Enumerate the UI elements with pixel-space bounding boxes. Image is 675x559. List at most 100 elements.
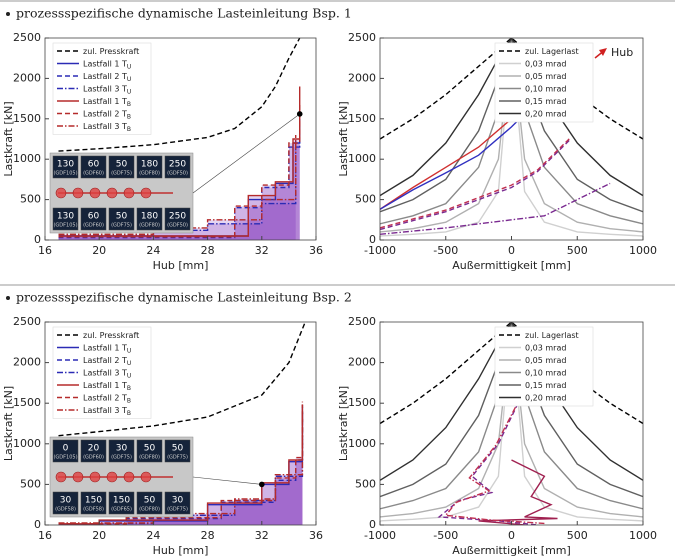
legend-name: 0,05 mrad xyxy=(525,356,566,365)
y-tick-label: 500 xyxy=(355,193,376,206)
inset-cell xyxy=(164,439,191,463)
series-line xyxy=(380,38,643,140)
marker xyxy=(259,481,265,488)
series-line xyxy=(380,322,643,498)
x-tick-label: 500 xyxy=(567,529,588,542)
legend-sub: B xyxy=(127,126,131,133)
legend-name: Lastfall 2 T xyxy=(83,393,127,402)
legend-label: 0,20 mrad xyxy=(525,109,566,118)
x-tick-label: 0 xyxy=(508,244,515,257)
inset-label: (GDF105) xyxy=(53,455,77,461)
inset-value: 20 xyxy=(88,444,100,454)
area xyxy=(58,134,296,240)
inset-value: 50 xyxy=(116,160,128,170)
inset-marker xyxy=(72,187,84,199)
y-axis-label: Lastkraft [kN] xyxy=(337,386,350,461)
y-tick-label: 1500 xyxy=(13,112,41,125)
y-tick-label: 1000 xyxy=(348,152,376,165)
y-tick-label: 0 xyxy=(369,233,376,246)
inset-value: 30 xyxy=(172,496,184,506)
inset-value: 130 xyxy=(57,160,74,170)
legend-label: Lastfall 2 TU xyxy=(83,72,131,84)
legend-name: Lastfall 3 T xyxy=(83,122,127,131)
y-axis-label: Lastkraft [kN] xyxy=(337,101,350,176)
legend-label: zul. Lagerlast xyxy=(525,331,579,340)
inset-cell xyxy=(52,155,79,179)
x-tick-label: 28 xyxy=(201,529,215,542)
inset-value: 30 xyxy=(116,444,128,454)
legend-name: 0,03 mrad xyxy=(525,59,566,68)
inset-value: 50 xyxy=(144,444,156,454)
inset-marker xyxy=(140,187,152,199)
inset-cell xyxy=(108,155,135,179)
y-axis-label: Lastkraft [kN] xyxy=(2,101,15,176)
legend-label: zul. Presskraft xyxy=(83,331,139,340)
inset-label: (GDF80) xyxy=(139,507,160,513)
legend-label: 0,15 mrad xyxy=(525,97,566,106)
y-tick-label: 0 xyxy=(34,233,41,246)
x-tick-label: 28 xyxy=(201,244,215,257)
legend-label: Lastfall 1 TB xyxy=(83,97,131,109)
x-tick-label: -500 xyxy=(433,244,458,257)
y-tick-label: 2500 xyxy=(348,31,376,44)
inset-label: (GDF60) xyxy=(83,223,104,229)
inset-marker xyxy=(106,187,118,199)
legend-name: Lastfall 3 T xyxy=(83,84,127,93)
x-tick-label: -1000 xyxy=(364,529,396,542)
legend-label: Lastfall 2 TU xyxy=(83,356,131,368)
inset-cell xyxy=(164,491,191,515)
series-line xyxy=(58,322,306,437)
y-tick-label: 0 xyxy=(34,518,41,531)
inset-marker xyxy=(89,187,101,199)
legend-sub: B xyxy=(127,410,131,417)
legend-name: 0,10 mrad xyxy=(525,84,566,93)
legend-name: zul. Lagerlast xyxy=(525,47,579,56)
x-tick-label: 32 xyxy=(255,529,269,542)
inset-label: (GDF50) xyxy=(167,171,188,177)
area xyxy=(58,122,300,240)
series-line xyxy=(380,38,643,233)
legend-name: Lastfall 1 T xyxy=(83,59,127,68)
inset-value: 250 xyxy=(169,212,186,222)
inset-cell xyxy=(80,155,107,179)
legend-label: Lastfall 3 TB xyxy=(83,406,131,418)
x-tick-label: -500 xyxy=(433,529,458,542)
legend-label: Lastfall 2 TB xyxy=(83,393,131,405)
y-tick-label: 1000 xyxy=(348,437,376,450)
y-tick-label: 2000 xyxy=(348,356,376,369)
legend-name: Lastfall 1 T xyxy=(83,381,127,390)
inset-label: (GDF65) xyxy=(111,507,132,513)
series-line xyxy=(444,406,545,525)
series-line xyxy=(380,322,643,518)
inset-cell xyxy=(164,155,191,179)
legend-label: Lastfall 1 TB xyxy=(83,381,131,393)
legend-label: 0,20 mrad xyxy=(525,393,566,402)
legend-label: Lastfall 2 TB xyxy=(83,109,131,121)
legend-label: Lastfall 3 TU xyxy=(83,84,131,96)
bullet xyxy=(6,12,10,16)
area xyxy=(58,407,303,525)
inset-connector xyxy=(192,476,262,485)
y-tick-label: 500 xyxy=(20,477,41,490)
y-tick-label: 2500 xyxy=(13,315,41,328)
y-tick-label: 2500 xyxy=(348,315,376,328)
inset-label: (GDF105) xyxy=(53,223,77,229)
series-line xyxy=(380,38,643,197)
legend-name: 0,15 mrad xyxy=(525,381,566,390)
inset-marker xyxy=(106,471,118,483)
inset-marker xyxy=(140,471,152,483)
series-line xyxy=(380,182,611,235)
legend-sub: U xyxy=(127,360,131,367)
inset-label: (GDF60) xyxy=(83,171,104,177)
inset-value: 0 xyxy=(63,444,69,454)
x-tick-label: 20 xyxy=(92,244,106,257)
inset-connector xyxy=(192,113,300,194)
area xyxy=(58,86,300,240)
legend-name: 0,20 mrad xyxy=(525,393,566,402)
legend-label: zul. Lagerlast xyxy=(525,47,579,56)
inset-cell xyxy=(136,207,163,231)
series-line xyxy=(58,404,304,525)
inset-label: (GDF80) xyxy=(139,455,160,461)
y-tick-label: 1500 xyxy=(13,396,41,409)
x-tick-label: 0 xyxy=(508,529,515,542)
